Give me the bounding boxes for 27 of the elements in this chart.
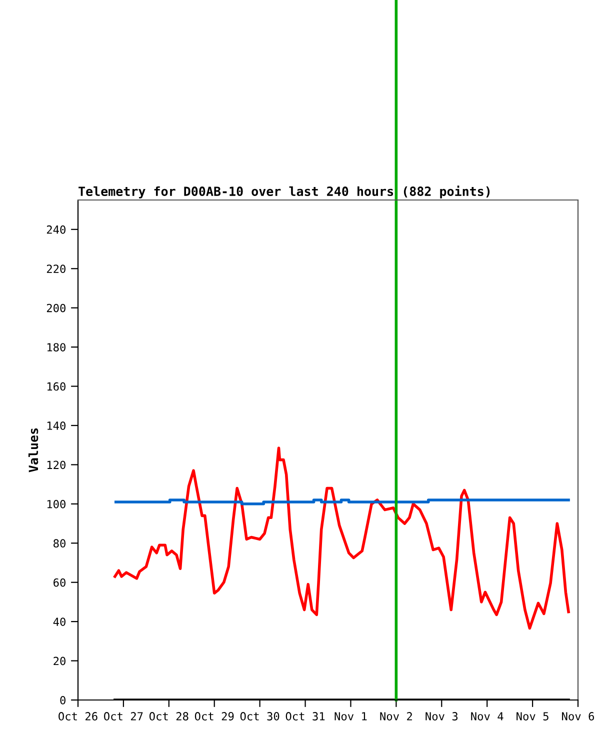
- y-axis-title: Values: [28, 428, 38, 472]
- y-tick-label: 240: [46, 225, 66, 234]
- y-tick-label: 80: [54, 539, 66, 548]
- x-tick-label: Nov 6: [562, 712, 594, 720]
- x-tick-label: Oct 29: [194, 712, 234, 720]
- y-tick-label: 40: [53, 618, 66, 626]
- y-tick-label: 200: [46, 304, 66, 312]
- y-tick-label: 140: [47, 421, 66, 430]
- y-tick-label: 160: [47, 382, 66, 391]
- x-tick-label: Oct 26: [58, 712, 98, 720]
- y-tick-label: 60: [54, 578, 66, 587]
- x-tick-label: Nov 4: [471, 712, 504, 720]
- x-tick-label: Oct 31: [286, 712, 325, 720]
- y-tick-label: 180: [47, 343, 66, 352]
- y-tick-label: 100: [47, 500, 66, 508]
- x-tick-label: Nov 2: [380, 712, 412, 720]
- y-tick-label: 120: [47, 460, 66, 470]
- chart-title: Telemetry for D00AB-10 over last 240 hours (882 points): [78, 186, 490, 198]
- y-tick-label: 220: [46, 264, 66, 274]
- x-tick-label: Nov 1: [334, 712, 367, 720]
- x-tick-label: Oct 27: [104, 712, 143, 720]
- x-tick-label: Oct 30: [240, 712, 280, 720]
- y-tick-label: 20: [54, 656, 66, 666]
- x-tick-label: Nov 5: [516, 712, 548, 720]
- x-tick-label: Oct 28: [149, 712, 188, 720]
- x-tick-label: Nov 3: [426, 712, 458, 720]
- y-tick-label: 0: [60, 696, 66, 704]
